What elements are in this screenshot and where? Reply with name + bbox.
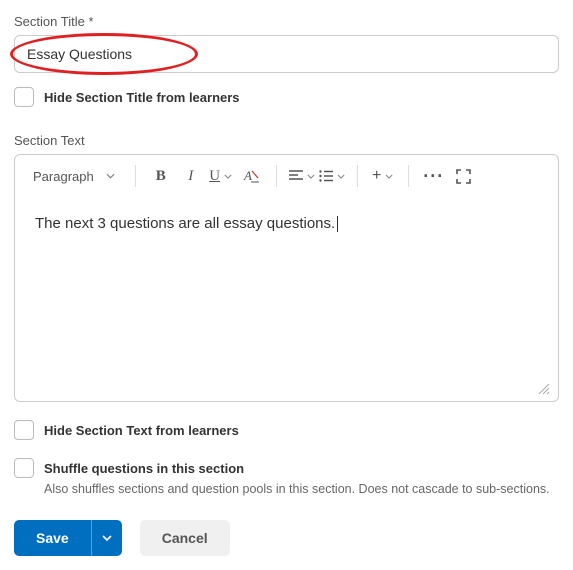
toolbar-separator (357, 165, 358, 187)
clear-format-button[interactable]: A (238, 163, 264, 189)
paragraph-style-select[interactable]: Paragraph (25, 165, 123, 188)
shuffle-help-text: Also shuffles sections and question pool… (44, 482, 559, 496)
chevron-down-icon (385, 174, 393, 179)
action-button-row: Save Cancel (14, 520, 559, 556)
list-button[interactable] (319, 163, 345, 189)
save-button[interactable]: Save (14, 520, 91, 556)
toolbar-separator (408, 165, 409, 187)
shuffle-label[interactable]: Shuffle questions in this section (44, 461, 244, 476)
fullscreen-button[interactable] (451, 163, 477, 189)
more-button[interactable]: ··· (421, 163, 447, 189)
hide-text-checkbox[interactable] (14, 420, 34, 440)
italic-button[interactable]: I (178, 163, 204, 189)
chevron-down-icon (224, 174, 232, 179)
align-button[interactable] (289, 163, 315, 189)
section-title-label: Section Title * (14, 14, 559, 29)
chevron-down-icon (337, 174, 345, 179)
text-cursor (337, 216, 338, 232)
toolbar-separator (135, 165, 136, 187)
hide-title-label[interactable]: Hide Section Title from learners (44, 90, 240, 105)
insert-button[interactable]: + (370, 163, 396, 189)
svg-text:A: A (243, 168, 252, 183)
underline-button[interactable]: U (208, 163, 234, 189)
chevron-down-icon (106, 173, 115, 179)
resize-handle-icon[interactable] (536, 381, 550, 395)
editor-toolbar: Paragraph B I U A (15, 155, 558, 197)
rich-text-editor: Paragraph B I U A (14, 154, 559, 402)
save-dropdown-button[interactable] (91, 520, 122, 556)
bold-button[interactable]: B (148, 163, 174, 189)
hide-title-checkbox[interactable] (14, 87, 34, 107)
hide-text-label[interactable]: Hide Section Text from learners (44, 423, 239, 438)
chevron-down-icon (102, 535, 112, 541)
section-text-label: Section Text (14, 133, 559, 148)
shuffle-checkbox[interactable] (14, 458, 34, 478)
toolbar-separator (276, 165, 277, 187)
editor-content-area[interactable]: The next 3 questions are all essay quest… (15, 197, 558, 377)
cancel-button[interactable]: Cancel (140, 520, 230, 556)
chevron-down-icon (307, 174, 315, 179)
section-title-input-wrap (14, 35, 559, 73)
editor-text: The next 3 questions are all essay quest… (35, 215, 335, 232)
section-title-input[interactable] (14, 35, 559, 73)
